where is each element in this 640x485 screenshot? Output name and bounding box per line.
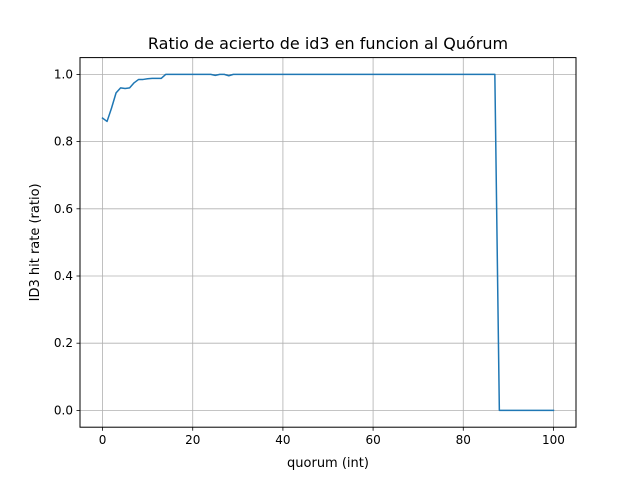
plot-area-frame <box>79 57 577 428</box>
line-layer <box>101 73 555 412</box>
tick-layer: 0 20 40 60 80 100 0.0 0.2 0.4 0.6 0.8 1.0 <box>54 67 565 447</box>
y-tick-label: 0.2 <box>54 336 73 350</box>
y-tick-label: 0.8 <box>54 135 73 149</box>
x-tick-label: 60 <box>365 433 380 447</box>
x-tick-label: 100 <box>542 433 565 447</box>
x-tick-label: 20 <box>185 433 200 447</box>
grid-layer <box>80 57 576 428</box>
y-tick-label: 1.0 <box>54 67 73 81</box>
y-axis-label: ID3 hit rate (ratio) <box>28 183 43 301</box>
x-tick-label: 40 <box>275 433 290 447</box>
y-tick-label: 0.0 <box>54 403 73 417</box>
x-axis-label: quorum (int) <box>287 456 369 471</box>
series-line <box>101 73 555 412</box>
x-tick-label: 0 <box>99 433 107 447</box>
chart-title: Ratio de acierto de id3 en funcion al Qu… <box>148 34 508 53</box>
y-tick-label: 0.6 <box>54 202 73 216</box>
y-tick-label: 0.4 <box>54 269 73 283</box>
x-tick-label: 80 <box>456 433 471 447</box>
